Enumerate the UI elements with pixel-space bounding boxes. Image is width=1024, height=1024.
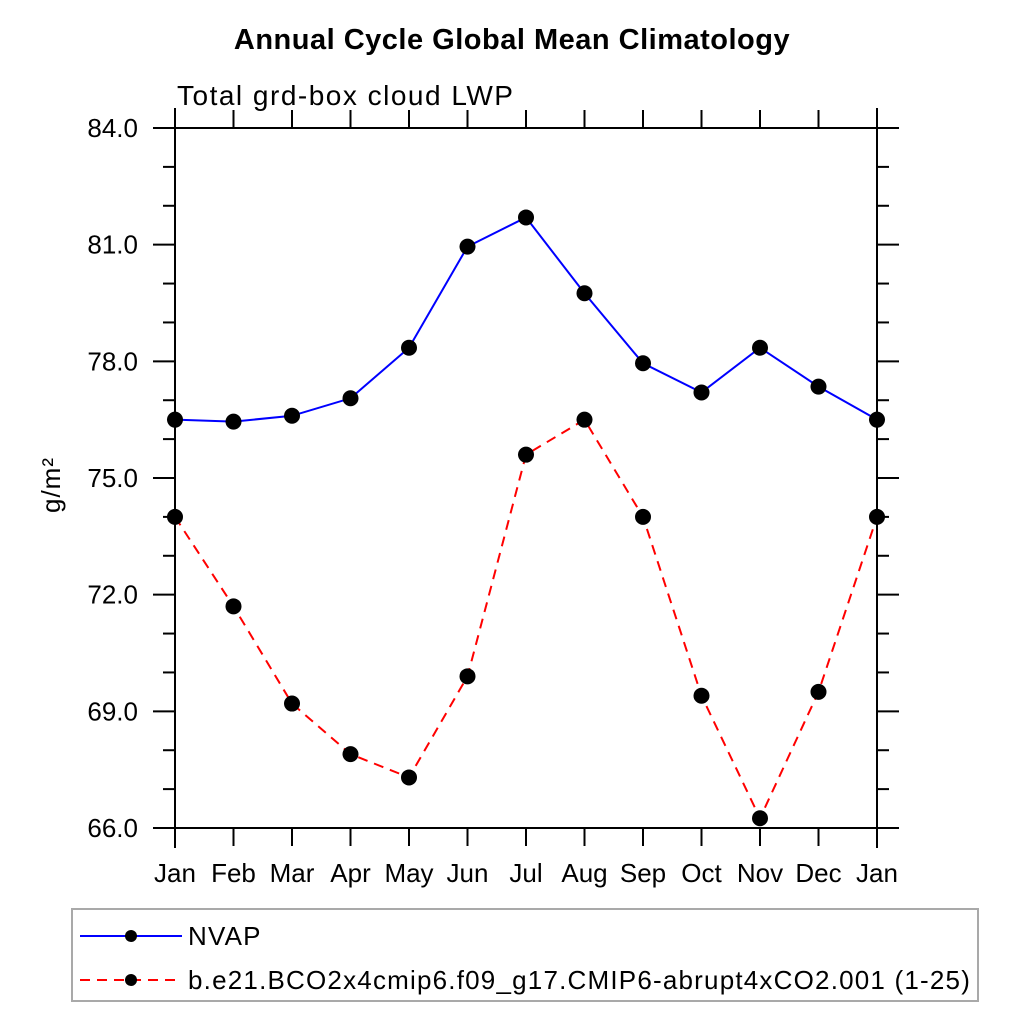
- x-tick-label: May: [384, 858, 433, 888]
- data-point-marker-1: [635, 508, 651, 525]
- series-line-0: [174, 216, 878, 423]
- data-point-marker-0: [869, 411, 885, 428]
- data-point-marker-1: [401, 769, 417, 786]
- data-point-marker-0: [167, 411, 183, 428]
- data-point-marker-0: [459, 238, 476, 255]
- x-tick-label: Mar: [270, 858, 315, 888]
- nvap-line-swatch: [80, 930, 182, 942]
- data-point-marker-1: [810, 683, 827, 700]
- x-tick-label: Jan: [856, 858, 898, 888]
- y-tick-label: 75.0: [87, 463, 138, 493]
- x-tick-label: Jul: [509, 858, 542, 888]
- x-tick-label: Sep: [620, 858, 666, 888]
- x-tick-label: Jun: [447, 858, 489, 888]
- y-tick-label: 69.0: [87, 696, 138, 726]
- y-tick-label: 72.0: [87, 580, 138, 610]
- data-point-marker-0: [342, 390, 359, 407]
- nvap-swatch-marker: [125, 930, 137, 942]
- x-tick-label: Jan: [154, 858, 196, 888]
- model-line-swatch: [80, 974, 182, 986]
- data-point-marker-1: [752, 810, 768, 827]
- legend-box: NVAP b.e21.BCO2x4cmip6.f09_g17.CMIP6-abr…: [71, 908, 979, 1002]
- model-swatch-marker: [125, 974, 137, 986]
- x-tick-label: Feb: [211, 858, 256, 888]
- data-point-marker-1: [284, 695, 300, 712]
- chart-subtitle: Total grd-box cloud LWP: [177, 80, 515, 111]
- y-tick-label: 78.0: [87, 346, 138, 376]
- data-point-marker-1: [518, 446, 534, 463]
- x-tick-label: Oct: [681, 858, 722, 888]
- data-point-marker-0: [635, 355, 651, 372]
- data-point-marker-1: [459, 668, 476, 685]
- data-point-marker-0: [284, 407, 300, 424]
- legend-label-model: b.e21.BCO2x4cmip6.f09_g17.CMIP6-abrupt4x…: [188, 964, 972, 995]
- legend-entry-model: b.e21.BCO2x4cmip6.f09_g17.CMIP6-abrupt4x…: [79, 964, 971, 996]
- data-point-marker-0: [810, 378, 827, 395]
- x-tick-label: Nov: [737, 858, 783, 888]
- data-point-marker-1: [576, 411, 593, 428]
- legend-label-nvap: NVAP: [188, 920, 262, 951]
- y-tick-label: 81.0: [87, 230, 138, 260]
- x-tick-label: Dec: [795, 858, 841, 888]
- data-point-marker-1: [869, 508, 885, 525]
- data-point-marker-0: [518, 209, 534, 226]
- chart-title: Annual Cycle Global Mean Climatology: [233, 24, 791, 56]
- x-tick-label: Aug: [561, 858, 607, 888]
- x-tick-label: Apr: [330, 858, 371, 888]
- data-point-marker-0: [401, 339, 417, 356]
- legend-entry-nvap: NVAP: [79, 920, 262, 952]
- data-point-marker-1: [167, 508, 183, 525]
- series-line-1: [174, 418, 878, 821]
- data-point-marker-0: [693, 384, 710, 401]
- data-point-marker-0: [576, 285, 593, 302]
- data-point-marker-0: [752, 339, 768, 356]
- data-point-marker-1: [342, 746, 359, 763]
- data-point-marker-1: [225, 598, 242, 615]
- y-tick-label: 66.0: [87, 813, 138, 843]
- y-tick-label: 84.0: [87, 113, 138, 143]
- data-point-marker-0: [225, 413, 242, 430]
- data-point-marker-1: [693, 687, 710, 704]
